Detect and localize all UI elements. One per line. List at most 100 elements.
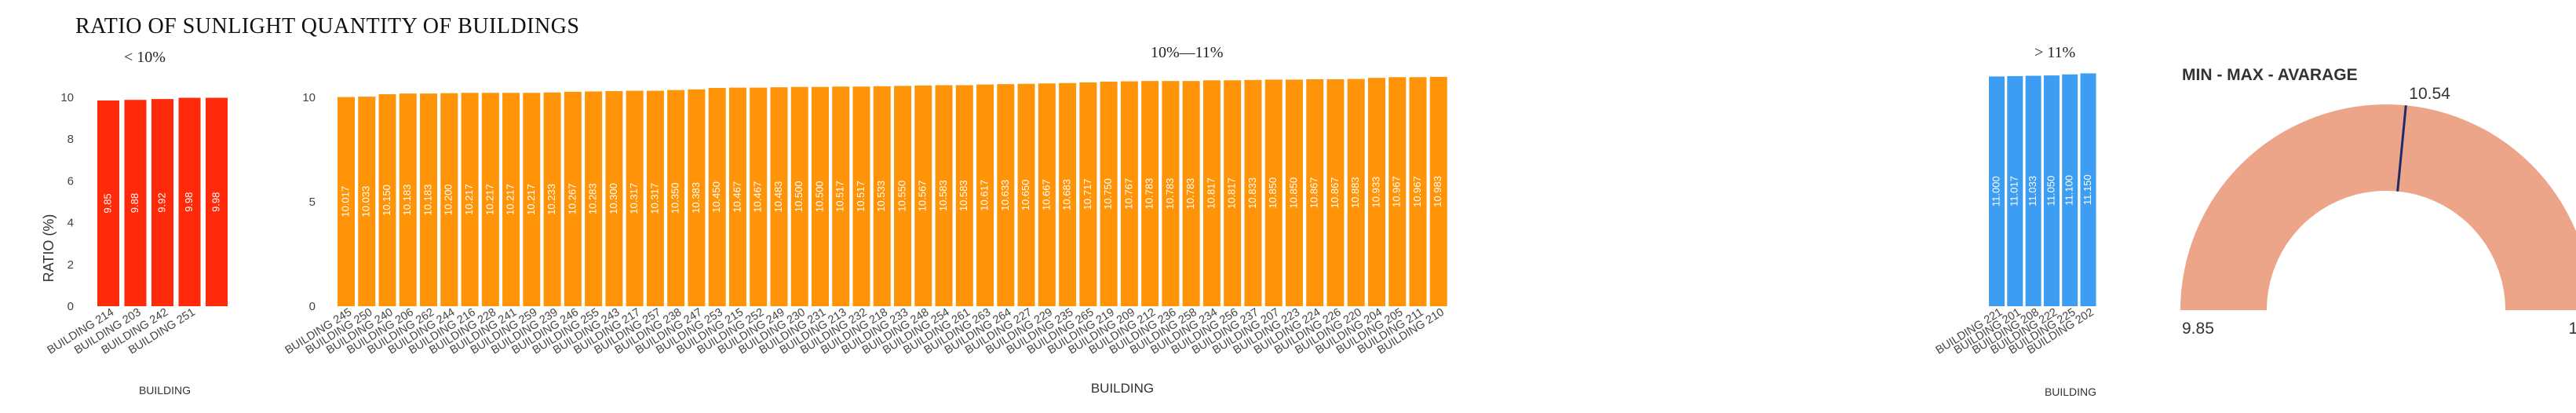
bar-mid-22 (790, 86, 808, 306)
high-panel-title: > 11% (2034, 44, 2076, 61)
bar-mid-21 (770, 87, 788, 307)
bar-mid-10 (543, 92, 561, 307)
bar-value-label: 10.567 (917, 181, 929, 212)
bar-value-label: 10.217 (525, 184, 537, 215)
bar-value-label: 10.233 (545, 184, 557, 215)
bar-value-label: 10.200 (443, 184, 454, 215)
bar-mid-6 (461, 93, 479, 307)
bar-mid-27 (894, 86, 912, 307)
bar-value-label: 10.683 (1061, 179, 1073, 210)
bar-value-label: 10.217 (483, 184, 495, 215)
bar-value-label: 10.450 (710, 181, 722, 213)
bar-value-label: 10.467 (752, 181, 764, 213)
bar-mid-14 (626, 90, 644, 306)
bar-value-label: 10.783 (1144, 178, 1155, 210)
bar-mid-37 (1100, 82, 1118, 307)
y-tick-label: 10 (302, 91, 316, 104)
bar-value-label: 10.350 (670, 182, 681, 214)
bar-low-1 (124, 100, 147, 306)
bar-mid-26 (873, 86, 891, 306)
y-tick-label: 4 (68, 217, 74, 230)
gauge-title: MIN - MAX - AVARAGE (2182, 66, 2358, 84)
mid-panel-title: 10%—11% (1151, 44, 1224, 61)
bar-value-label: 10.783 (1164, 178, 1176, 210)
bar-mid-24 (832, 86, 850, 306)
bar-mid-35 (1059, 82, 1077, 306)
bar-low-4 (206, 97, 228, 307)
bar-value-label: 10.017 (339, 186, 351, 217)
bar-value-label: 11.000 (1990, 176, 2001, 206)
bar-value-label: 10.883 (1349, 177, 1361, 208)
bar-mid-5 (440, 93, 458, 307)
bar-value-label: 10.833 (1246, 177, 1258, 209)
y-tick-label: 2 (68, 258, 74, 272)
bar-value-label: 9.92 (155, 192, 167, 212)
bar-value-label: 10.967 (1411, 176, 1423, 207)
bar-value-label: 10.483 (772, 181, 784, 213)
bar-value-label: 10.217 (505, 184, 516, 215)
bar-value-label: 10.583 (937, 180, 949, 211)
bar-value-label: 10.150 (381, 185, 392, 216)
gauge-needle (2396, 105, 2407, 192)
bar-mid-39 (1141, 81, 1159, 306)
y-tick-label: 10 (60, 91, 74, 104)
bar-mid-9 (523, 93, 541, 307)
bar-mid-18 (708, 88, 726, 306)
bar-mid-4 (420, 93, 438, 306)
bar-value-label: 10.933 (1370, 177, 1381, 208)
bar-value-label: 10.817 (1226, 177, 1238, 209)
bar-high-2 (2025, 75, 2041, 306)
bar-value-label: 10.617 (978, 180, 990, 211)
bar-value-label: 10.783 (1184, 178, 1196, 210)
bar-value-label: 10.183 (421, 185, 433, 216)
bar-value-label: 11.033 (2027, 176, 2038, 206)
bar-low-3 (178, 97, 201, 307)
x-axis-title: BUILDING (139, 384, 191, 397)
bar-value-label: 10.183 (401, 185, 413, 216)
bar-mid-11 (564, 91, 582, 306)
bar-value-label: 10.650 (1020, 179, 1031, 210)
bar-mid-15 (646, 90, 664, 306)
bar-value-label: 10.317 (648, 183, 660, 214)
bar-value-label: 10.633 (999, 180, 1011, 211)
bar-value-label: 10.033 (360, 186, 372, 217)
bar-mid-12 (585, 91, 603, 306)
bar-mid-32 (997, 84, 1015, 306)
bar-mid-28 (914, 85, 932, 307)
bar-low-0 (97, 100, 119, 307)
bar-mid-30 (955, 85, 973, 307)
bar-value-label: 10.767 (1122, 178, 1134, 210)
bar-mid-16 (667, 90, 685, 306)
bar-mid-36 (1079, 82, 1097, 307)
bar-value-label: 10.750 (1102, 178, 1114, 210)
bar-mid-52 (1409, 77, 1427, 306)
bar-high-3 (2043, 75, 2060, 306)
bar-mid-42 (1202, 80, 1220, 307)
bar-mid-38 (1120, 81, 1138, 306)
bar-mid-51 (1388, 77, 1407, 306)
bar-mid-44 (1244, 79, 1262, 307)
y-tick-label: 8 (68, 133, 74, 146)
bar-value-label: 10.717 (1082, 179, 1093, 210)
bar-value-label: 10.817 (1205, 177, 1217, 209)
bar-value-label: 10.967 (1391, 176, 1403, 207)
bar-mid-49 (1347, 79, 1365, 306)
gauge-value-label: 10.54 (2409, 85, 2450, 103)
bar-mid-34 (1038, 83, 1056, 306)
bar-high-0 (1989, 76, 2005, 307)
gauge-arc (2180, 104, 2576, 310)
bar-value-label: 10.500 (793, 181, 805, 212)
bar-mid-1 (358, 97, 376, 307)
bar-value-label: 10.267 (566, 184, 578, 215)
y-tick-label: 6 (68, 174, 74, 188)
bar-mid-40 (1162, 81, 1180, 306)
bar-value-label: 10.467 (731, 181, 743, 213)
bar-mid-47 (1306, 79, 1324, 306)
bar-mid-31 (976, 84, 994, 306)
bar-mid-0 (338, 97, 355, 307)
bar-value-label: 11.100 (2063, 175, 2075, 206)
bar-value-label: 10.283 (587, 183, 599, 214)
bar-mid-13 (605, 91, 623, 307)
bar-value-label: 10.867 (1308, 177, 1320, 209)
bar-value-label: 10.850 (1267, 177, 1279, 209)
